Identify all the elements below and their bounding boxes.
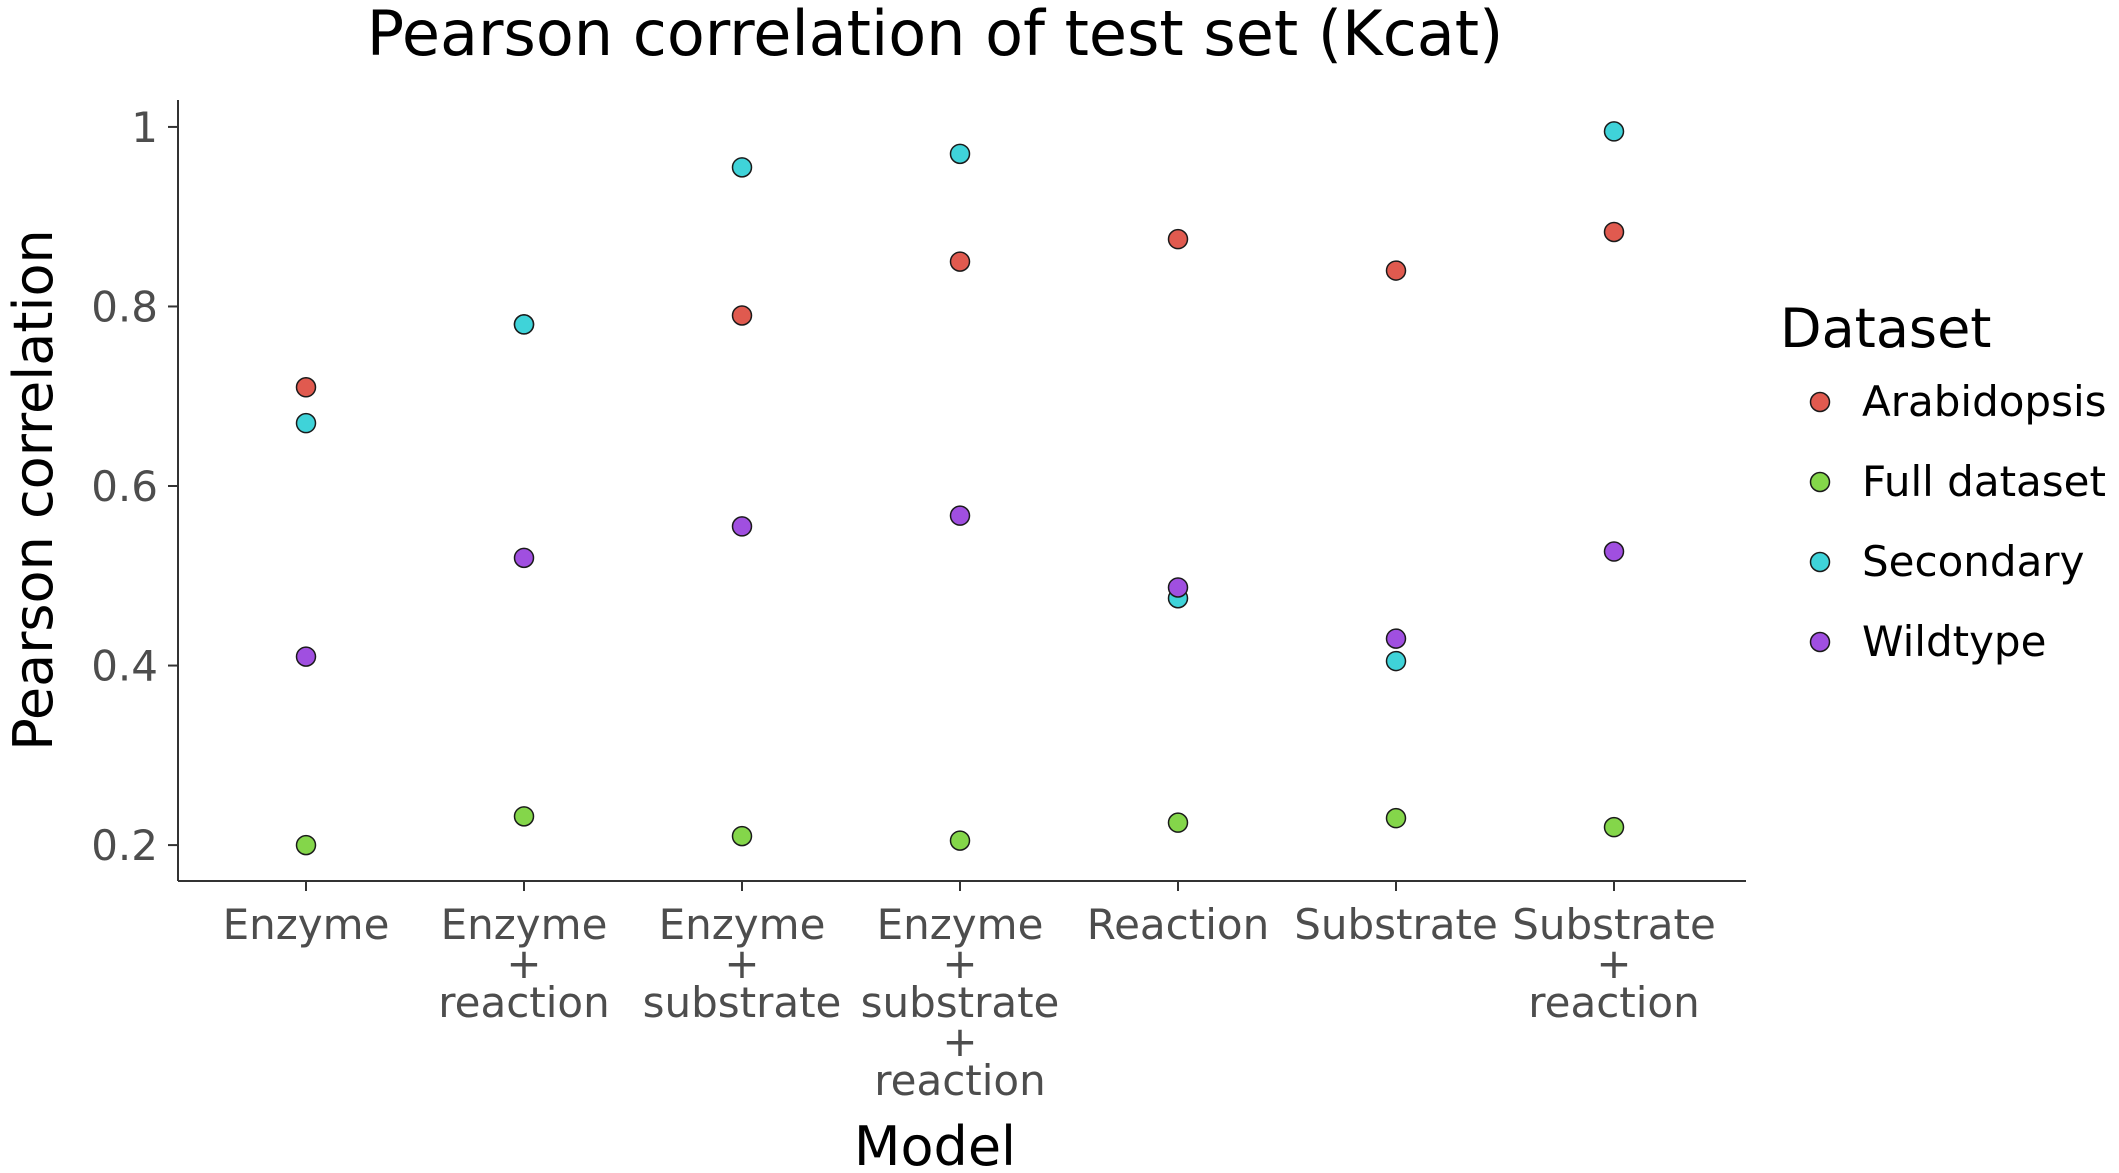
y-tick-label: 1 (131, 103, 158, 152)
point-wildtype (1385, 628, 1407, 649)
point-arabidopsis (731, 305, 753, 326)
x-tick-label: Substrate (1294, 900, 1498, 949)
chart-title: Pearson correlation of test set (Kcat) (367, 0, 1504, 70)
point-full-dataset (949, 830, 971, 851)
point-wildtype (513, 547, 535, 569)
legend-key-arabidopsis (1809, 391, 1831, 413)
x-tick-label: Enzyme + substrate (643, 900, 842, 1027)
legend-label-arabidopsis: Arabidopsis (1862, 377, 2107, 426)
x-axis-title: Model (854, 1115, 1016, 1173)
point-arabidopsis (1385, 260, 1407, 281)
legend: Dataset Arabidopsis Full dataset Secondary… (1780, 297, 2107, 666)
point-full-dataset (1385, 807, 1407, 829)
point-wildtype (1167, 577, 1189, 598)
point-full-dataset (1603, 816, 1625, 838)
legend-key-wildtype (1809, 631, 1831, 653)
point-full-dataset (1167, 812, 1189, 833)
point-secondary (1385, 650, 1407, 672)
point-secondary (731, 157, 753, 178)
point-full-dataset (513, 806, 535, 827)
legend-key-full-dataset (1809, 471, 1831, 493)
legend-label-wildtype: Wildtype (1862, 617, 2046, 666)
y-tick-label: 0.2 (91, 821, 158, 870)
legend-title: Dataset (1780, 297, 1991, 360)
point-secondary (949, 143, 971, 165)
point-arabidopsis (295, 377, 317, 398)
point-secondary (513, 314, 535, 335)
legend-label-full-dataset: Full dataset (1862, 457, 2106, 506)
point-arabidopsis (949, 251, 971, 272)
x-tick-label: Enzyme + reaction (438, 900, 609, 1027)
point-wildtype (731, 516, 753, 537)
legend-label-secondary: Secondary (1862, 537, 2084, 586)
point-arabidopsis (1167, 228, 1189, 250)
point-full-dataset (295, 834, 317, 856)
point-full-dataset (731, 825, 753, 847)
y-tick-label: 0.4 (91, 642, 158, 691)
point-wildtype (295, 646, 317, 667)
point-secondary (295, 412, 317, 434)
data-points (295, 121, 1625, 856)
y-tick-label: 0.6 (91, 462, 158, 511)
point-secondary (1603, 121, 1625, 142)
x-tick-label: Reaction (1087, 900, 1269, 949)
x-tick-label: Enzyme (223, 900, 390, 949)
y-axis-ticks: 0.2 0.4 0.6 0.8 1 (91, 103, 178, 870)
x-tick-label: Enzyme + substrate + reaction (861, 900, 1060, 1105)
point-wildtype (1603, 541, 1625, 562)
y-axis-title: Pearson correlation (2, 229, 65, 750)
legend-key-secondary (1809, 551, 1831, 573)
x-axis-ticks: Enzyme Enzyme + reaction Enzyme + substrateEnz… (223, 881, 1716, 1105)
point-arabidopsis (1603, 221, 1625, 243)
y-tick-label: 0.8 (91, 282, 158, 331)
x-tick-label: Substrate + reaction (1512, 900, 1716, 1027)
point-wildtype (949, 505, 971, 526)
